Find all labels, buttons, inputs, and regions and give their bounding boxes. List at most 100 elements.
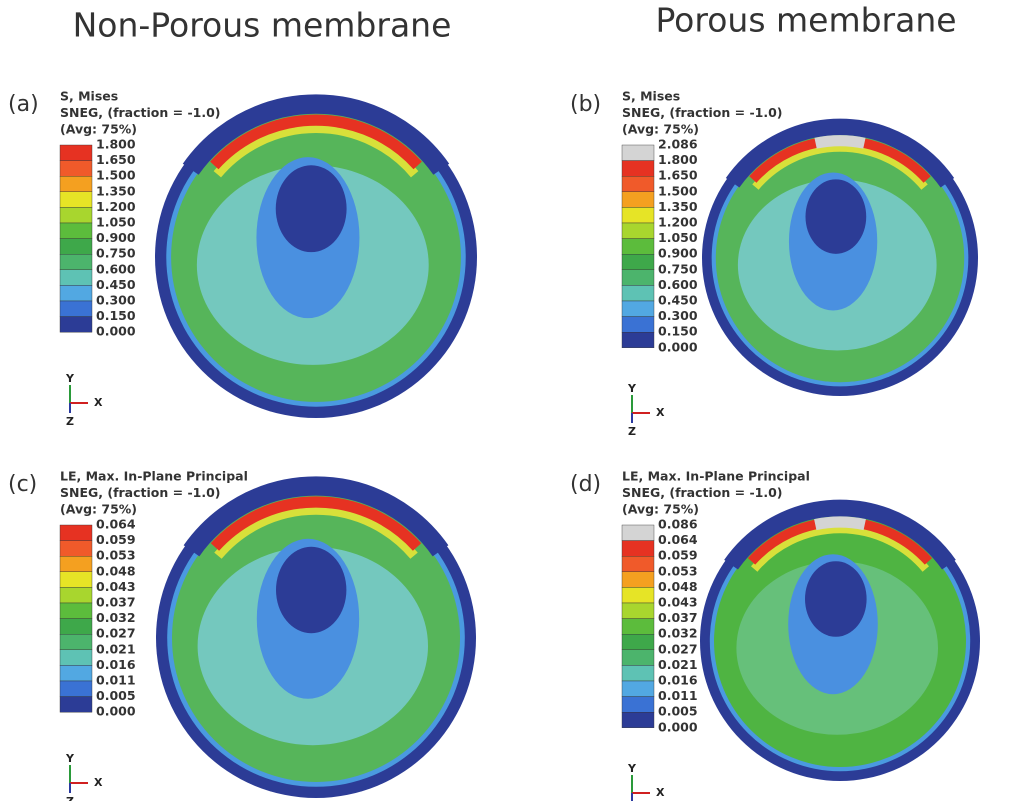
legend-label: 0.048 xyxy=(658,579,698,594)
legend-band xyxy=(622,301,654,317)
legend-label: 0.011 xyxy=(96,673,136,688)
legend-label: 0.037 xyxy=(96,595,136,610)
axis-label: Z xyxy=(66,415,74,428)
column-header: Non-Porous membrane xyxy=(73,6,452,45)
legend-label: 0.005 xyxy=(658,704,698,719)
legend-band xyxy=(622,556,654,572)
legend-label: 0.064 xyxy=(96,517,136,532)
legend-label: 0.053 xyxy=(96,548,136,563)
legend-band xyxy=(622,332,654,348)
legend-title: S, Mises xyxy=(60,89,118,104)
legend-title: SNEG, (fraction = -1.0) xyxy=(60,105,221,120)
legend-band xyxy=(622,161,654,177)
legend-band xyxy=(622,634,654,650)
legend-band xyxy=(60,145,92,161)
legend-band xyxy=(60,223,92,239)
legend-label: 0.000 xyxy=(96,704,136,719)
axis-label: Z xyxy=(66,795,74,801)
legend-band xyxy=(622,317,654,333)
legend-band xyxy=(60,207,92,223)
region-dark xyxy=(806,179,867,254)
band-gray xyxy=(816,141,865,144)
legend-band xyxy=(60,619,92,635)
legend-band xyxy=(60,270,92,286)
legend-band xyxy=(622,192,654,208)
region-dark xyxy=(276,547,346,633)
legend-band xyxy=(622,697,654,713)
legend-label: 1.800 xyxy=(658,152,698,167)
axis-label: Y xyxy=(65,752,75,765)
legend-label: 0.750 xyxy=(96,246,136,261)
legend-band xyxy=(60,317,92,333)
legend-band xyxy=(622,650,654,666)
legend-band xyxy=(622,541,654,557)
legend-label: 1.050 xyxy=(96,215,136,230)
legend-label: 1.050 xyxy=(658,230,698,245)
legend-band xyxy=(622,665,654,681)
legend-band xyxy=(60,556,92,572)
legend-title: (Avg: 75%) xyxy=(60,122,137,137)
axis-label: X xyxy=(94,396,103,409)
panel-label: (a) xyxy=(8,92,39,117)
legend-band xyxy=(60,650,92,666)
region-dark xyxy=(276,165,347,252)
legend-title: SNEG, (fraction = -1.0) xyxy=(622,485,783,500)
legend-band xyxy=(60,681,92,697)
legend-band xyxy=(622,619,654,635)
legend-label: 0.900 xyxy=(96,230,136,245)
panel-label: (c) xyxy=(8,472,37,497)
legend-band xyxy=(60,665,92,681)
legend-label: 1.350 xyxy=(96,183,136,198)
legend-band xyxy=(622,176,654,192)
legend-band xyxy=(60,254,92,270)
axis-label: Y xyxy=(65,372,75,385)
legend-label: 2.086 xyxy=(658,137,698,152)
legend-label: 0.048 xyxy=(96,563,136,578)
legend-label: 0.150 xyxy=(658,324,698,339)
band-gray xyxy=(815,522,864,525)
legend-label: 0.021 xyxy=(96,641,136,656)
legend-band xyxy=(622,207,654,223)
legend-label: 1.200 xyxy=(96,199,136,214)
axis-label: X xyxy=(656,406,665,419)
axis-label: Y xyxy=(627,762,637,775)
legend-label: 0.300 xyxy=(658,308,698,323)
legend-label: 0.005 xyxy=(96,688,136,703)
legend-band xyxy=(60,587,92,603)
legend-band xyxy=(60,541,92,557)
legend-band xyxy=(60,176,92,192)
legend-label: 0.900 xyxy=(658,246,698,261)
legend-label: 0.032 xyxy=(658,626,698,641)
legend-label: 0.000 xyxy=(658,339,698,354)
legend-label: 1.650 xyxy=(96,152,136,167)
legend-label: 0.600 xyxy=(658,277,698,292)
legend-label: 0.000 xyxy=(658,719,698,734)
legend-title: LE, Max. In-Plane Principal xyxy=(60,469,248,484)
legend-label: 0.016 xyxy=(658,673,698,688)
legend-label: 1.650 xyxy=(658,168,698,183)
figure: Non-Porous membrane Porous membrane (a)S… xyxy=(0,0,1018,801)
legend-band xyxy=(60,634,92,650)
legend-label: 0.027 xyxy=(96,626,136,641)
legend-label: 0.750 xyxy=(658,261,698,276)
legend-title: (Avg: 75%) xyxy=(622,122,699,137)
axis-label: X xyxy=(94,776,103,789)
region-dark xyxy=(805,561,867,637)
legend-label: 0.150 xyxy=(96,308,136,323)
legend-label: 0.600 xyxy=(96,261,136,276)
legend-title: SNEG, (fraction = -1.0) xyxy=(60,485,221,500)
legend-label: 0.027 xyxy=(658,641,698,656)
legend-label: 0.064 xyxy=(658,532,698,547)
legend-label: 0.059 xyxy=(658,548,698,563)
panel-label: (d) xyxy=(570,472,601,497)
legend-label: 0.086 xyxy=(658,517,698,532)
legend-band xyxy=(622,270,654,286)
legend-band xyxy=(60,161,92,177)
legend-label: 0.053 xyxy=(658,563,698,578)
legend-label: 0.043 xyxy=(96,579,136,594)
legend-band xyxy=(622,223,654,239)
legend-label: 0.037 xyxy=(658,610,698,625)
legend-band xyxy=(622,587,654,603)
legend-label: 1.200 xyxy=(658,215,698,230)
legend-label: 1.500 xyxy=(96,168,136,183)
